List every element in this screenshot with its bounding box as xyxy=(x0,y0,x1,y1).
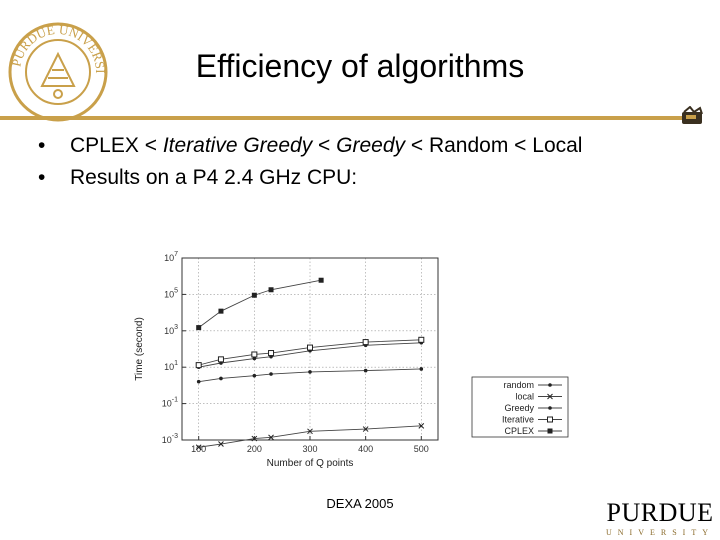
data-point-local xyxy=(268,434,274,441)
data-point-random xyxy=(219,376,223,381)
legend-label-cplex: CPLEX xyxy=(504,426,534,436)
data-point-random xyxy=(252,373,257,378)
data-point-greedy xyxy=(252,356,257,361)
bullet-text-italic: Greedy xyxy=(336,134,406,157)
bullet-glyph: • xyxy=(38,166,46,189)
y-tick-label: 105 xyxy=(164,287,178,299)
legend-label-random: random xyxy=(503,380,534,390)
y-tick-label: 10-3 xyxy=(162,433,178,445)
bullet-item-cpu: • Results on a P4 2.4 GHz CPU: xyxy=(38,162,582,194)
purdue-logo: PURDUE UNIVERSITY xyxy=(604,498,716,538)
data-point-iterative xyxy=(251,351,258,358)
x-tick-label: 300 xyxy=(302,444,317,454)
data-point-cplex xyxy=(268,287,274,293)
university-seal-icon: PURDUE UNIVERSITY xyxy=(6,20,108,122)
legend-label-iterative: Iterative xyxy=(502,415,534,425)
data-point-random xyxy=(196,379,201,384)
data-point-cplex xyxy=(218,308,224,314)
legend-marker-greedy xyxy=(548,406,552,410)
griffin-icon xyxy=(682,106,703,124)
bullet-glyph: • xyxy=(38,134,46,157)
x-tick-label: 400 xyxy=(358,444,373,454)
data-point-random xyxy=(269,372,273,376)
y-tick-label: 101 xyxy=(164,360,178,372)
data-point-cplex xyxy=(251,292,257,298)
legend-marker-cplex xyxy=(547,428,553,434)
data-point-random xyxy=(363,368,368,373)
data-point-local xyxy=(251,435,258,442)
bullet-text: < Random < Local xyxy=(405,134,583,157)
data-point-cplex xyxy=(196,325,202,331)
data-point-iterative xyxy=(217,356,224,363)
bullet-text-italic: Iterative Greedy xyxy=(162,134,313,157)
y-axis-label: Time (second) xyxy=(134,317,145,381)
data-point-local xyxy=(218,441,224,447)
data-point-random xyxy=(308,370,312,374)
x-tick-label: 200 xyxy=(247,444,262,454)
data-point-iterative xyxy=(307,344,313,351)
data-point-local xyxy=(195,444,202,451)
bullet-item-ranking: • CPLEX < Iterative Greedy < Greedy < Ra… xyxy=(38,130,582,162)
data-point-iterative xyxy=(268,350,275,357)
bullet-list: • CPLEX < Iterative Greedy < Greedy < Ra… xyxy=(38,130,582,194)
legend-box xyxy=(471,376,569,438)
efficiency-chart: 100 200 300 400 500 10-3 10-1 101 103 105 107 Numbe… xyxy=(134,251,569,469)
y-tick-label: 107 xyxy=(164,251,178,263)
data-point-random xyxy=(419,367,424,371)
y-tick-label: 103 xyxy=(164,324,178,336)
bullet-text: CPLEX < xyxy=(70,134,163,157)
bullet-text: Results on a P4 2.4 GHz CPU: xyxy=(70,166,358,189)
legend-label-greedy: Greedy xyxy=(504,403,534,413)
x-tick-label: 500 xyxy=(414,444,429,454)
data-point-local xyxy=(362,426,369,432)
y-tick-label: 10-1 xyxy=(162,397,178,409)
x-axis-label: Number of Q points xyxy=(267,458,354,469)
data-point-iterative xyxy=(362,339,369,346)
slide-title: Efficiency of algorithms xyxy=(195,48,525,84)
data-point-local xyxy=(307,428,313,435)
series-line-cplex xyxy=(198,279,322,328)
legend-marker-local xyxy=(547,393,553,400)
title-divider xyxy=(0,116,690,120)
data-point-local xyxy=(418,422,425,429)
data-point-cplex xyxy=(318,277,324,283)
data-point-iterative xyxy=(195,362,202,369)
legend-label-local: local xyxy=(515,392,534,402)
bullet-text: < xyxy=(312,134,337,157)
logo-wordmark: PURDUE xyxy=(606,498,714,527)
data-point-iterative xyxy=(418,336,425,343)
footer-text: DEXA 2005 xyxy=(326,496,394,511)
legend-marker-iterative xyxy=(547,416,553,423)
x-tick-label: 100 xyxy=(191,444,206,454)
logo-subtitle: UNIVERSITY xyxy=(606,528,714,537)
legend-marker-random xyxy=(548,383,552,387)
